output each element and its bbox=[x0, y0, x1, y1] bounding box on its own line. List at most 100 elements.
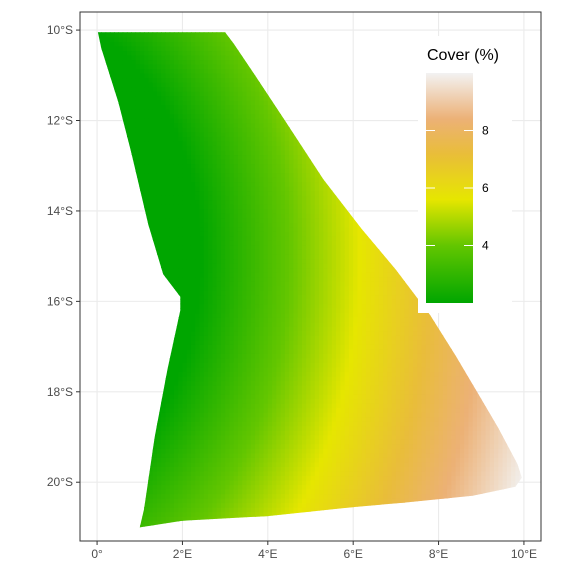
cover-cell bbox=[161, 453, 166, 458]
cover-cell bbox=[144, 118, 149, 123]
cover-cell bbox=[259, 412, 264, 417]
cover-cell bbox=[170, 177, 175, 182]
cover-cell bbox=[221, 249, 226, 254]
cover-cell bbox=[106, 236, 111, 241]
cover-cell bbox=[178, 507, 183, 512]
cover-cell bbox=[200, 222, 205, 227]
cover-cell bbox=[234, 304, 239, 309]
cover-cell bbox=[187, 385, 192, 390]
cover-cell bbox=[246, 367, 251, 372]
cover-cell bbox=[110, 78, 115, 83]
cover-cell bbox=[195, 78, 200, 83]
cover-cell bbox=[140, 308, 145, 313]
cover-cell bbox=[118, 32, 123, 37]
cover-cell bbox=[276, 249, 281, 254]
cover-cell bbox=[148, 73, 153, 78]
cover-cell bbox=[174, 295, 179, 300]
cover-cell bbox=[106, 191, 111, 196]
cover-cell bbox=[174, 141, 179, 146]
cover-cell bbox=[242, 118, 247, 123]
cover-cell bbox=[118, 281, 123, 286]
cover-cell bbox=[110, 46, 115, 51]
cover-cell bbox=[264, 141, 269, 146]
cover-cell bbox=[101, 453, 106, 458]
cover-cell bbox=[178, 444, 183, 449]
cover-cell bbox=[221, 218, 226, 223]
cover-cell bbox=[153, 73, 158, 78]
cover-cell bbox=[131, 380, 136, 385]
cover-cell bbox=[118, 195, 123, 200]
cover-cell bbox=[153, 204, 158, 209]
cover-cell bbox=[106, 186, 111, 191]
cover-cell bbox=[114, 105, 119, 110]
cover-cell bbox=[268, 209, 273, 214]
cover-cell bbox=[251, 326, 256, 331]
cover-cell bbox=[251, 290, 256, 295]
cover-cell bbox=[217, 114, 222, 119]
cover-cell bbox=[178, 145, 183, 150]
cover-cell bbox=[131, 385, 136, 390]
cover-cell bbox=[251, 191, 256, 196]
cover-cell bbox=[281, 358, 286, 363]
cover-cell bbox=[255, 272, 260, 277]
cover-cell bbox=[229, 258, 234, 263]
cover-cell bbox=[131, 399, 136, 404]
cover-cell bbox=[200, 462, 205, 467]
cover-cell bbox=[161, 213, 166, 218]
cover-cell bbox=[276, 78, 281, 83]
cover-cell bbox=[221, 141, 226, 146]
cover-cell bbox=[144, 191, 149, 196]
cover-cell bbox=[106, 408, 111, 413]
cover-cell bbox=[204, 136, 209, 141]
cover-cell bbox=[106, 141, 111, 146]
cover-cell bbox=[246, 145, 251, 150]
cover-cell bbox=[178, 290, 183, 295]
cover-cell bbox=[195, 313, 200, 318]
cover-cell bbox=[225, 109, 230, 114]
cover-cell bbox=[259, 132, 264, 137]
cover-cell bbox=[268, 326, 273, 331]
cover-cell bbox=[255, 100, 260, 105]
cover-cell bbox=[276, 64, 281, 69]
cover-cell bbox=[191, 498, 196, 503]
cover-cell bbox=[170, 358, 175, 363]
cover-cell bbox=[174, 507, 179, 512]
cover-cell bbox=[191, 371, 196, 376]
cover-cell bbox=[110, 132, 115, 137]
cover-cell bbox=[281, 55, 286, 60]
cover-cell bbox=[195, 136, 200, 141]
cover-cell bbox=[259, 344, 264, 349]
cover-cell bbox=[208, 118, 213, 123]
cover-cell bbox=[165, 55, 170, 60]
cover-cell bbox=[285, 213, 290, 218]
cover-cell bbox=[255, 521, 260, 526]
cover-cell bbox=[106, 403, 111, 408]
cover-cell bbox=[264, 408, 269, 413]
cover-cell bbox=[131, 376, 136, 381]
cover-cell bbox=[144, 358, 149, 363]
cover-cell bbox=[135, 100, 140, 105]
cover-cell bbox=[264, 109, 269, 114]
cover-cell bbox=[182, 403, 187, 408]
cover-cell bbox=[255, 349, 260, 354]
cover-cell bbox=[140, 371, 145, 376]
cover-cell bbox=[110, 286, 115, 291]
cover-cell bbox=[127, 457, 132, 462]
cover-cell bbox=[165, 484, 170, 489]
cover-cell bbox=[131, 494, 136, 499]
cover-cell bbox=[101, 466, 106, 471]
cover-cell bbox=[106, 159, 111, 164]
cover-cell bbox=[118, 114, 123, 119]
cover-cell bbox=[118, 358, 123, 363]
cover-cell bbox=[255, 64, 260, 69]
cover-cell bbox=[268, 376, 273, 381]
cover-cell bbox=[182, 304, 187, 309]
cover-cell bbox=[264, 308, 269, 313]
cover-cell bbox=[217, 272, 222, 277]
cover-cell bbox=[204, 313, 209, 318]
cover-cell bbox=[135, 69, 140, 74]
cover-cell bbox=[165, 466, 170, 471]
cover-cell bbox=[140, 168, 145, 173]
cover-cell bbox=[144, 466, 149, 471]
cover-cell bbox=[153, 249, 158, 254]
